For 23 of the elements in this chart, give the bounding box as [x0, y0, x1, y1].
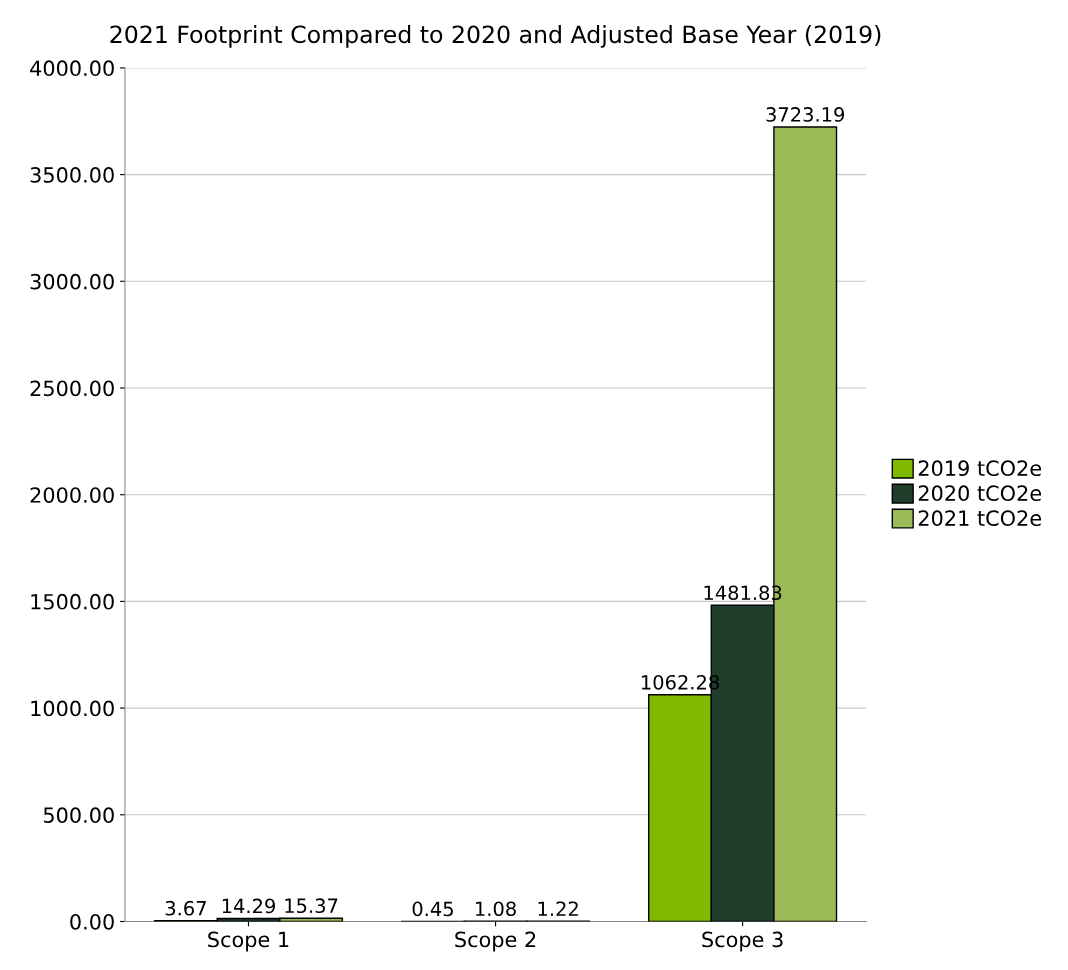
x-tick-label: Scope 3	[702, 931, 783, 952]
legend-label: 2020 tCO2e	[918, 485, 1042, 502]
data-label: 3723.19	[766, 107, 845, 122]
data-label: 14.29	[222, 898, 275, 914]
chart-title: 2021 Footprint Compared to 2020 and Adjusted Base Year (2019)	[110, 24, 881, 48]
legend-label: 2021 tCO2e	[918, 510, 1042, 527]
data-label: 15.37	[285, 898, 338, 914]
y-tick-label: 2000.00	[30, 487, 114, 503]
data-label: 1.08	[476, 901, 516, 917]
x-tick-label: Scope 1	[208, 931, 289, 952]
x-tick-label: Scope 2	[455, 931, 536, 952]
y-tick-label: 0.00	[70, 913, 114, 930]
y-tick-label: 4000.00	[30, 60, 114, 77]
data-label: 3.67	[165, 900, 206, 916]
y-tick-label: 1500.00	[31, 593, 114, 610]
legend-label: 2019 tCO2e	[918, 460, 1042, 477]
y-tick-label: 500.00	[43, 807, 114, 824]
y-tick-label: 2500.00	[30, 380, 114, 397]
y-tick-label: 3500.00	[30, 167, 114, 183]
y-tick-label: 3000.00	[30, 273, 114, 290]
y-tick-label: 1000.00	[31, 700, 114, 717]
data-label: 0.45	[412, 901, 453, 917]
data-label: 1.22	[538, 901, 578, 916]
